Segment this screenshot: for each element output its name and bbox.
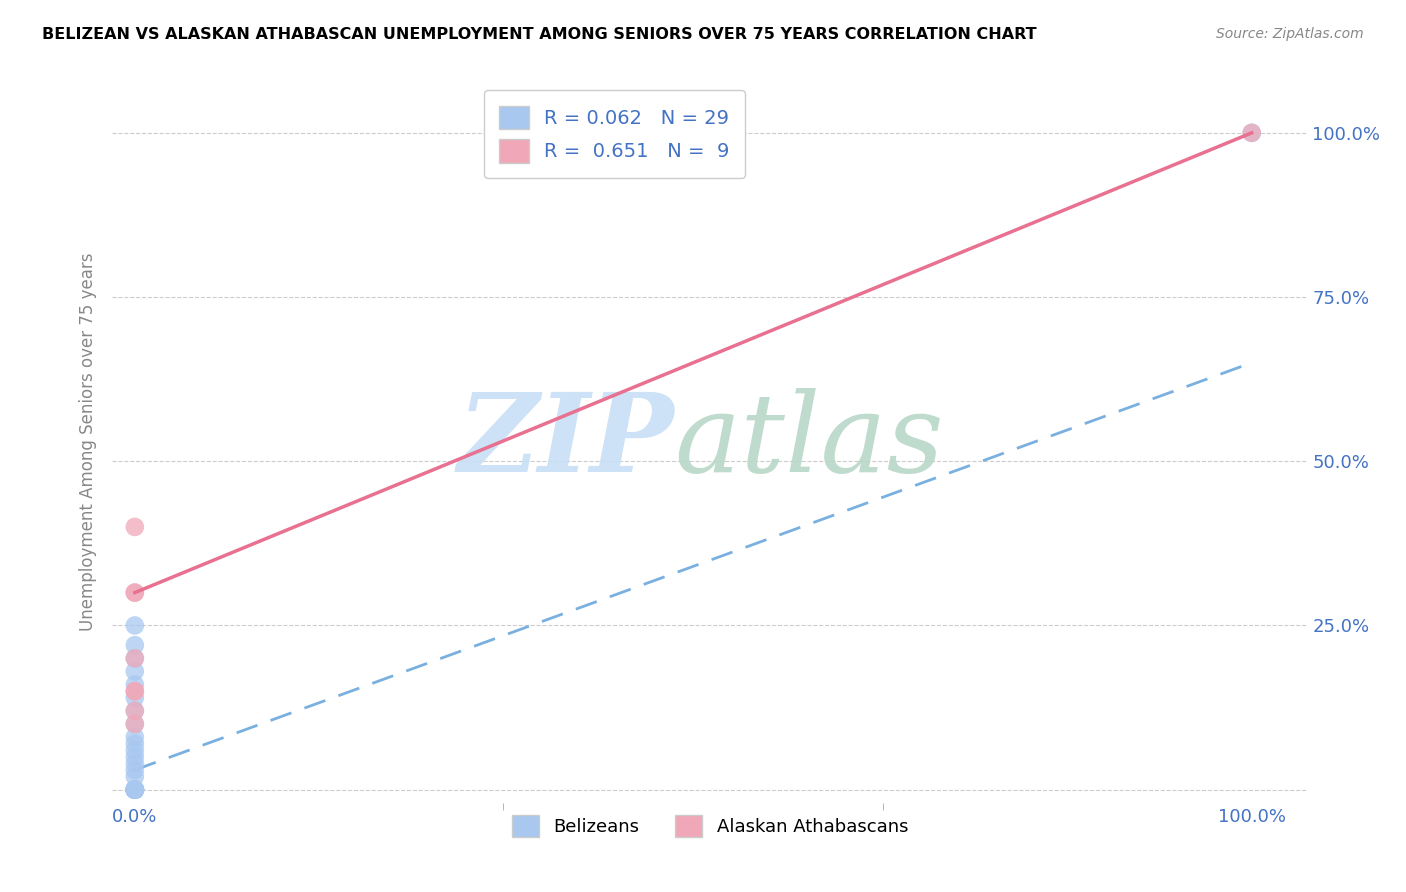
Point <box>124 690 146 705</box>
Y-axis label: Unemployment Among Seniors over 75 years: Unemployment Among Seniors over 75 years <box>79 252 97 631</box>
Point <box>124 743 146 757</box>
Point <box>124 763 146 777</box>
Point <box>124 717 146 731</box>
Legend: Belizeans, Alaskan Athabascans: Belizeans, Alaskan Athabascans <box>505 808 915 845</box>
Point <box>124 782 146 797</box>
Point <box>1240 126 1263 140</box>
Point <box>124 770 146 784</box>
Text: atlas: atlas <box>675 388 943 495</box>
Point <box>124 651 146 665</box>
Point <box>124 665 146 679</box>
Point <box>124 704 146 718</box>
Point <box>124 737 146 751</box>
Point <box>124 730 146 744</box>
Point <box>124 782 146 797</box>
Point <box>124 520 146 534</box>
Point <box>124 585 146 599</box>
Point <box>124 782 146 797</box>
Point <box>124 782 146 797</box>
Point <box>124 782 146 797</box>
Point <box>124 651 146 665</box>
Point <box>124 782 146 797</box>
Point <box>124 782 146 797</box>
Text: ZIP: ZIP <box>457 388 675 495</box>
Point <box>124 638 146 652</box>
Point <box>124 782 146 797</box>
Point <box>124 782 146 797</box>
Text: BELIZEAN VS ALASKAN ATHABASCAN UNEMPLOYMENT AMONG SENIORS OVER 75 YEARS CORRELAT: BELIZEAN VS ALASKAN ATHABASCAN UNEMPLOYM… <box>42 27 1036 42</box>
Point <box>124 618 146 632</box>
Point <box>124 684 146 698</box>
Text: Source: ZipAtlas.com: Source: ZipAtlas.com <box>1216 27 1364 41</box>
Point <box>124 585 146 599</box>
Point <box>124 782 146 797</box>
Point <box>124 782 146 797</box>
Point <box>124 684 146 698</box>
Point <box>124 756 146 771</box>
Point <box>124 677 146 691</box>
Point <box>124 782 146 797</box>
Point <box>124 749 146 764</box>
Point <box>124 782 146 797</box>
Point <box>1240 126 1263 140</box>
Point <box>124 704 146 718</box>
Point <box>124 717 146 731</box>
